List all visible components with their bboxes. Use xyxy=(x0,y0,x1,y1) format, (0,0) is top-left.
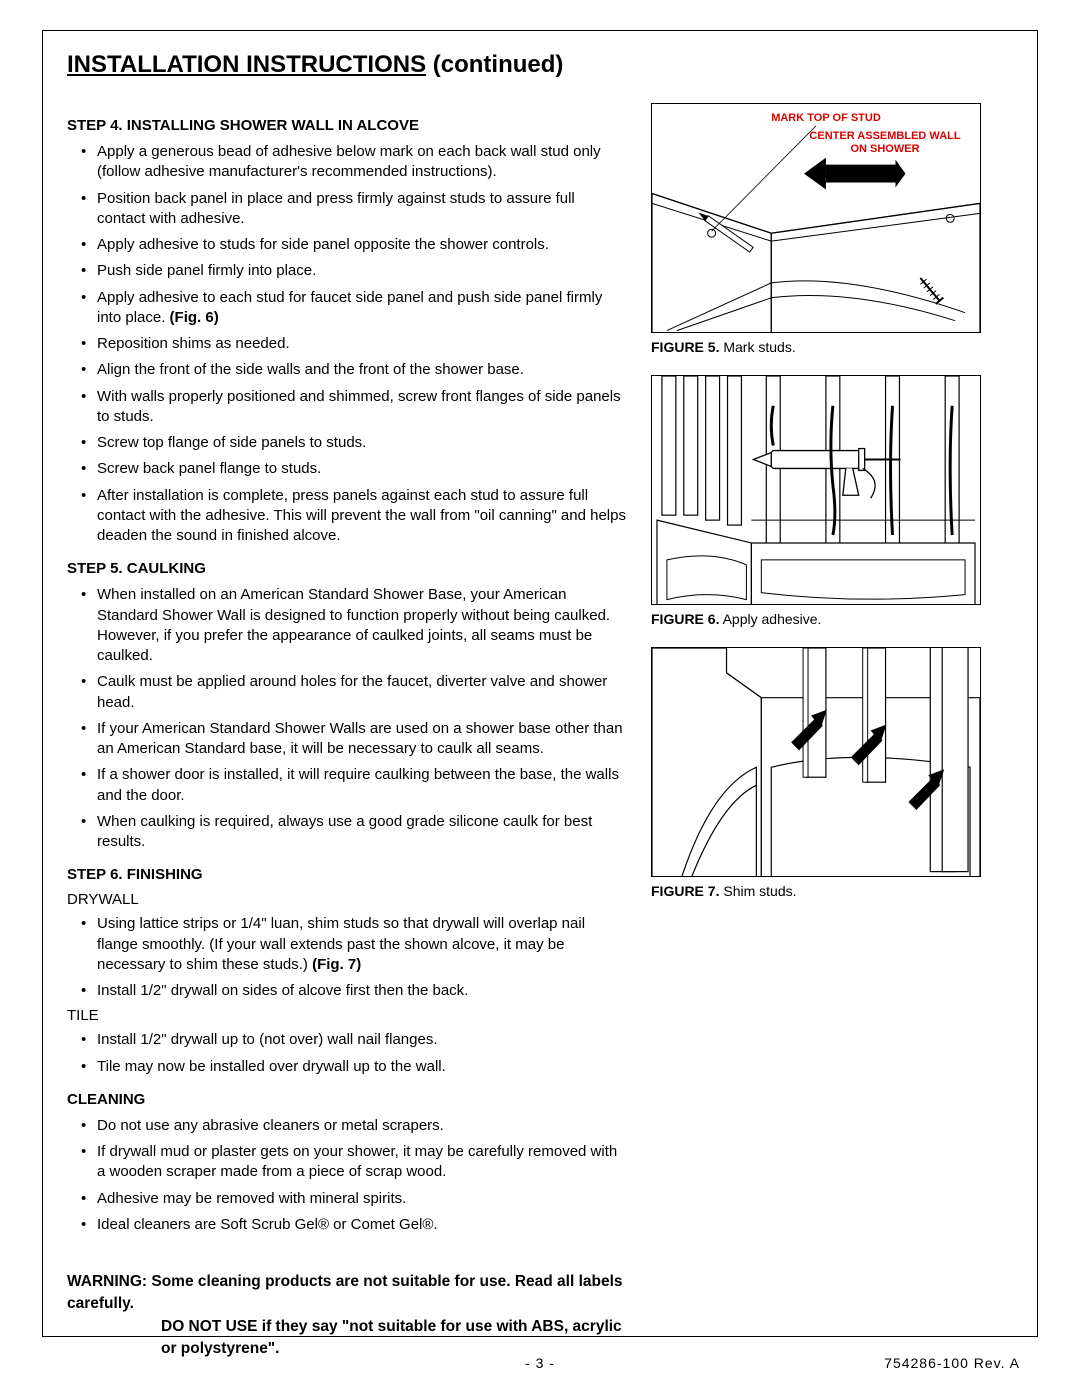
step4-bullet: Push side panel firmly into place. xyxy=(85,261,627,281)
step5-bullet: If a shower door is installed, it will r… xyxy=(85,765,627,806)
title-rest: (continued) xyxy=(426,51,563,78)
fig6-label: FIGURE 6. xyxy=(651,611,719,627)
fig7-ref: (Fig. 7) xyxy=(312,956,361,973)
step6-drywall-list: Using lattice strips or 1/4" luan, shim … xyxy=(67,914,627,1001)
figure-7-caption: FIGURE 7. Shim studs. xyxy=(651,883,1013,899)
step5-bullet: When caulking is required, always use a … xyxy=(85,812,627,853)
cleaning-bullet: If drywall mud or plaster gets on your s… xyxy=(85,1142,627,1183)
step4-list: Apply a generous bead of adhesive below … xyxy=(67,142,627,546)
fig6-text: Apply adhesive. xyxy=(719,611,821,627)
step4-bullet: Position back panel in place and press f… xyxy=(85,189,627,230)
cleaning-bullet: Ideal cleaners are Soft Scrub Gel® or Co… xyxy=(85,1215,627,1235)
step6-bullet: Using lattice strips or 1/4" luan, shim … xyxy=(85,914,627,975)
step6-tile-label: TILE xyxy=(67,1007,627,1024)
figure-6-box xyxy=(651,375,981,605)
fig5-anno-mark-stud: MARK TOP OF STUD xyxy=(766,112,886,124)
step4-heading: STEP 4. INSTALLING SHOWER WALL IN ALCOVE xyxy=(67,117,627,134)
figure-6-caption: FIGURE 6. Apply adhesive. xyxy=(651,611,1013,627)
fig5-anno-center-wall: CENTER ASSEMBLED WALL ON SHOWER xyxy=(800,130,970,155)
title-underline: INSTALLATION INSTRUCTIONS xyxy=(67,51,426,78)
fig6-ref: (Fig. 6) xyxy=(170,309,219,326)
step4-bullet: Screw top flange of side panels to studs… xyxy=(85,433,627,453)
figure-7-box xyxy=(651,647,981,877)
page-frame: INSTALLATION INSTRUCTIONS (continued) ST… xyxy=(42,30,1038,1337)
figure-7-svg xyxy=(652,648,980,877)
fig7-text: Shim studs. xyxy=(719,883,796,899)
doc-rev: 754286-100 Rev. A xyxy=(884,1355,1020,1371)
cleaning-bullet: Do not use any abrasive cleaners or meta… xyxy=(85,1116,627,1136)
step4-bullet: Apply adhesive to each stud for faucet s… xyxy=(85,288,627,329)
fig7-label: FIGURE 7. xyxy=(651,883,719,899)
step6-bullet: Tile may now be installed over drywall u… xyxy=(85,1057,627,1077)
cleaning-list: Do not use any abrasive cleaners or meta… xyxy=(67,1116,627,1235)
step6-bullet: Install 1/2" drywall on sides of alcove … xyxy=(85,981,627,1001)
step5-bullet: When installed on an American Standard S… xyxy=(85,585,627,666)
page-footer: - 3 - 754286-100 Rev. A xyxy=(0,1355,1080,1371)
cleaning-bullet: Adhesive may be removed with mineral spi… xyxy=(85,1189,627,1209)
figure-6-svg xyxy=(652,376,980,605)
step5-bullet: If your American Standard Shower Walls a… xyxy=(85,719,627,760)
left-column: STEP 4. INSTALLING SHOWER WALL IN ALCOVE… xyxy=(67,103,627,1361)
step5-bullet: Caulk must be applied around holes for t… xyxy=(85,672,627,713)
step4-bullet: Reposition shims as needed. xyxy=(85,334,627,354)
figure-5-caption: FIGURE 5. Mark studs. xyxy=(651,339,1013,355)
fig5-text: Mark studs. xyxy=(719,339,795,355)
two-column-layout: STEP 4. INSTALLING SHOWER WALL IN ALCOVE… xyxy=(67,103,1013,1361)
step4-bullet: Apply adhesive to studs for side panel o… xyxy=(85,235,627,255)
warning-block: WARNING: Some cleaning products are not … xyxy=(67,1271,627,1361)
page-title: INSTALLATION INSTRUCTIONS (continued) xyxy=(67,51,1013,79)
page-number: - 3 - xyxy=(525,1355,555,1371)
step5-heading: STEP 5. CAULKING xyxy=(67,560,627,577)
cleaning-heading: CLEANING xyxy=(67,1091,627,1108)
fig5-label: FIGURE 5. xyxy=(651,339,719,355)
step6-heading: STEP 6. FINISHING xyxy=(67,866,627,883)
step6-tile-list: Install 1/2" drywall up to (not over) wa… xyxy=(67,1030,627,1077)
step6-bullet: Install 1/2" drywall up to (not over) wa… xyxy=(85,1030,627,1050)
warning-line1: WARNING: Some cleaning products are not … xyxy=(67,1271,627,1316)
step4-bullet: With walls properly positioned and shimm… xyxy=(85,387,627,428)
step4-bullet: Screw back panel flange to studs. xyxy=(85,459,627,479)
step4-bullet: Apply a generous bead of adhesive below … xyxy=(85,142,627,183)
step4-bullet: Align the front of the side walls and th… xyxy=(85,360,627,380)
right-column: MARK TOP OF STUD CENTER ASSEMBLED WALL O… xyxy=(651,103,1013,1361)
step5-list: When installed on an American Standard S… xyxy=(67,585,627,852)
step4-bullet: After installation is complete, press pa… xyxy=(85,486,627,547)
figure-5-box: MARK TOP OF STUD CENTER ASSEMBLED WALL O… xyxy=(651,103,981,333)
step6-drywall-label: DRYWALL xyxy=(67,891,627,908)
